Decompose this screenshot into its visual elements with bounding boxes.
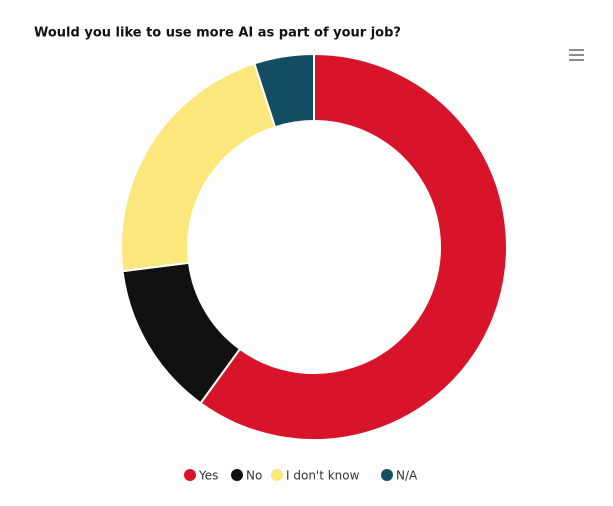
legend-swatch [231,469,243,481]
legend-item[interactable]: N/A [381,469,418,483]
chart-title: Would you like to use more AI as part of… [34,26,401,41]
legend-item[interactable]: Yes [184,469,218,483]
legend-swatch [184,469,196,481]
legend-item[interactable]: I don't know [271,469,360,483]
slice [199,52,508,441]
legend-label: I don't know [286,469,360,483]
legend-item[interactable]: No [231,469,262,483]
legend-label: Yes [198,469,218,483]
legend-swatch [271,469,283,481]
legend-swatch [381,469,393,481]
slice [253,52,315,129]
menu-icon[interactable] [569,49,584,61]
legend-label: N/A [396,469,418,483]
slice [120,62,277,273]
legend-label: No [246,469,262,483]
